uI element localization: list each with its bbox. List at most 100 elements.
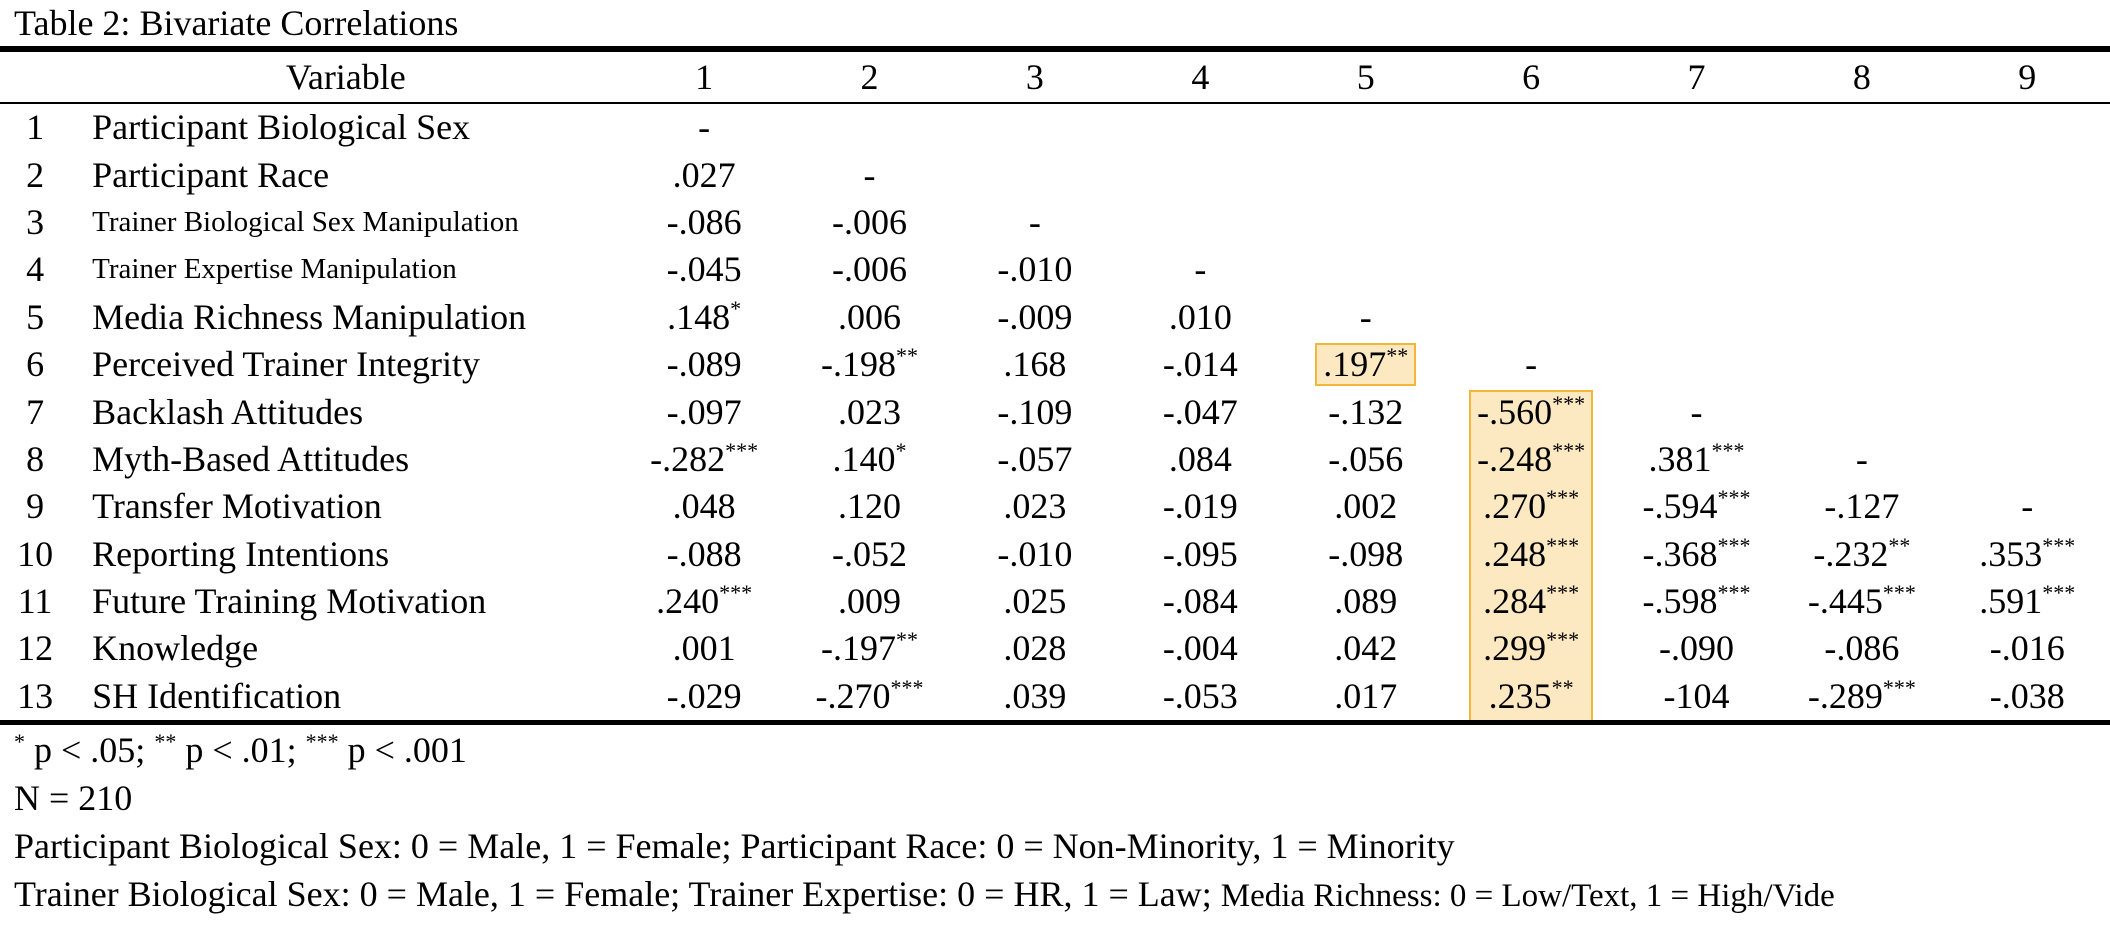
correlation-value: - xyxy=(1360,294,1372,341)
correlation-cell-r13-c2: -.270*** xyxy=(787,673,952,723)
correlation-cell-r10-c9: .353*** xyxy=(1945,531,2110,578)
correlation-cell-r12-c6: .299*** xyxy=(1448,625,1613,672)
correlation-value: .009 xyxy=(838,578,901,625)
coefficient: -.368 xyxy=(1642,533,1718,574)
variable-label: Transfer Motivation xyxy=(92,486,382,527)
significance-marker: *** xyxy=(1717,580,1751,606)
correlation-cell-r2-c4 xyxy=(1118,151,1283,198)
coefficient: -.010 xyxy=(997,249,1073,290)
correlation-value: -.097 xyxy=(667,389,742,436)
correlation-cell-r5-c6 xyxy=(1448,294,1613,341)
correlation-cell-r8-c3: -.057 xyxy=(952,436,1117,483)
coefficient: -.009 xyxy=(997,296,1073,337)
variable-label: Reporting Intentions xyxy=(92,533,390,574)
coefficient: - xyxy=(1690,391,1703,432)
header-blank xyxy=(0,49,70,103)
coefficient: - xyxy=(1855,438,1868,479)
coefficient: -.086 xyxy=(1824,628,1900,669)
correlation-cell-r13-c5: .017 xyxy=(1283,673,1448,723)
correlation-cell-r11-c2: .009 xyxy=(787,578,952,625)
table-row: 3 Trainer Biological Sex Manipulation -.08… xyxy=(0,199,2110,246)
coefficient: -104 xyxy=(1663,675,1730,716)
correlation-cell-r8-c7: .381*** xyxy=(1614,436,1779,483)
correlation-value: -.289*** xyxy=(1808,673,1916,720)
correlation-value: .002 xyxy=(1334,483,1397,530)
correlation-cell-r13-c7: -104 xyxy=(1614,673,1779,723)
coefficient: .048 xyxy=(672,486,736,527)
correlation-cell-r7-c7: - xyxy=(1614,388,1779,435)
column-header-3: 3 xyxy=(1025,57,1044,97)
correlation-cell-r4-c2: -.006 xyxy=(787,246,952,293)
significance-marker: *** xyxy=(2042,532,2076,558)
correlation-cell-r6-c6: - xyxy=(1448,341,1613,388)
correlation-value: -.086 xyxy=(667,199,742,246)
correlation-cell-r9-c8: -.127 xyxy=(1779,483,1944,530)
correlation-cell-r7-c6: -.560*** xyxy=(1448,388,1613,435)
coefficient: - xyxy=(1028,201,1041,242)
table-row: 2 Participant Race .027 - xyxy=(0,151,2110,198)
correlation-cell-r1-c7 xyxy=(1614,103,1779,151)
sample-size-note: N = 210 xyxy=(14,778,133,818)
column-header-1: 1 xyxy=(695,57,714,97)
correlation-cell-r1-c9 xyxy=(1945,103,2110,151)
significance-marker: ** xyxy=(896,343,919,369)
table-notes: * p < .05; ** p < .01; *** p < .001 N = … xyxy=(14,726,1835,920)
coefficient: -.090 xyxy=(1658,628,1734,669)
coefficient: -.084 xyxy=(1162,581,1238,622)
correlation-value: -.090 xyxy=(1659,625,1734,672)
correlation-cell-r13-c9: -.038 xyxy=(1945,673,2110,723)
coefficient: .002 xyxy=(1334,486,1398,527)
correlation-value: .168 xyxy=(1003,341,1066,388)
correlation-cell-r2-c5 xyxy=(1283,151,1448,198)
correlation-value: .353*** xyxy=(1979,531,2075,578)
variable-label: Trainer Expertise Manipulation xyxy=(92,253,457,286)
row-number: 5 xyxy=(26,296,45,337)
correlation-cell-r6-c3: .168 xyxy=(952,341,1117,388)
significance-marker: *** xyxy=(1717,532,1751,558)
correlation-value: -.088 xyxy=(667,531,742,578)
coefficient: .270 xyxy=(1483,486,1547,527)
correlation-value: -.084 xyxy=(1163,578,1238,625)
coding-note-2: Trainer Biological Sex: 0 = Male, 1 = Fe… xyxy=(14,870,1835,920)
variable-label: Myth-Based Attitudes xyxy=(92,438,410,479)
correlation-value: -.270*** xyxy=(816,673,924,720)
coefficient: -.004 xyxy=(1162,628,1238,669)
coefficient: -.445 xyxy=(1807,581,1883,622)
correlation-cell-r4-c7 xyxy=(1614,246,1779,293)
correlation-value: -.098 xyxy=(1328,531,1403,578)
coefficient: -.047 xyxy=(1162,391,1238,432)
correlation-cell-r1-c8 xyxy=(1779,103,1944,151)
row-number: 6 xyxy=(26,344,45,385)
coefficient: .042 xyxy=(1334,628,1398,669)
correlation-value: .010 xyxy=(1169,294,1232,341)
correlation-cell-r6-c2: -.198** xyxy=(787,341,952,388)
variable-label: Future Training Motivation xyxy=(92,581,487,622)
correlation-cell-r9-c7: -.594*** xyxy=(1614,483,1779,530)
coefficient: -.038 xyxy=(1989,675,2065,716)
correlation-value: .006 xyxy=(838,294,901,341)
correlation-value: - xyxy=(1525,341,1537,388)
correlation-cell-r1-c5 xyxy=(1283,103,1448,151)
correlation-cell-r1-c6 xyxy=(1448,103,1613,151)
correlation-value: .042 xyxy=(1334,625,1397,672)
correlation-cell-r1-c4 xyxy=(1118,103,1283,151)
correlation-cell-r7-c1: -.097 xyxy=(621,388,786,435)
coefficient: -.052 xyxy=(832,533,908,574)
correlation-cell-r6-c8 xyxy=(1779,341,1944,388)
correlation-cell-r2-c3 xyxy=(952,151,1117,198)
significance-marker: *** xyxy=(725,437,759,463)
coefficient: -.053 xyxy=(1162,675,1238,716)
coefficient: -.045 xyxy=(666,249,742,290)
coefficient: .248 xyxy=(1483,533,1547,574)
correlation-value: - xyxy=(1194,246,1206,293)
correlation-cell-r4-c1: -.045 xyxy=(621,246,786,293)
coefficient: -.029 xyxy=(666,675,742,716)
coefficient: .591 xyxy=(1979,581,2043,622)
correlation-cell-r10-c1: -.088 xyxy=(621,531,786,578)
correlation-cell-r2-c2: - xyxy=(787,151,952,198)
correlation-cell-r4-c6 xyxy=(1448,246,1613,293)
correlation-value: -104 xyxy=(1663,673,1729,720)
correlation-cell-r9-c3: .023 xyxy=(952,483,1117,530)
coefficient: .009 xyxy=(838,581,902,622)
correlation-value: - xyxy=(1029,199,1041,246)
